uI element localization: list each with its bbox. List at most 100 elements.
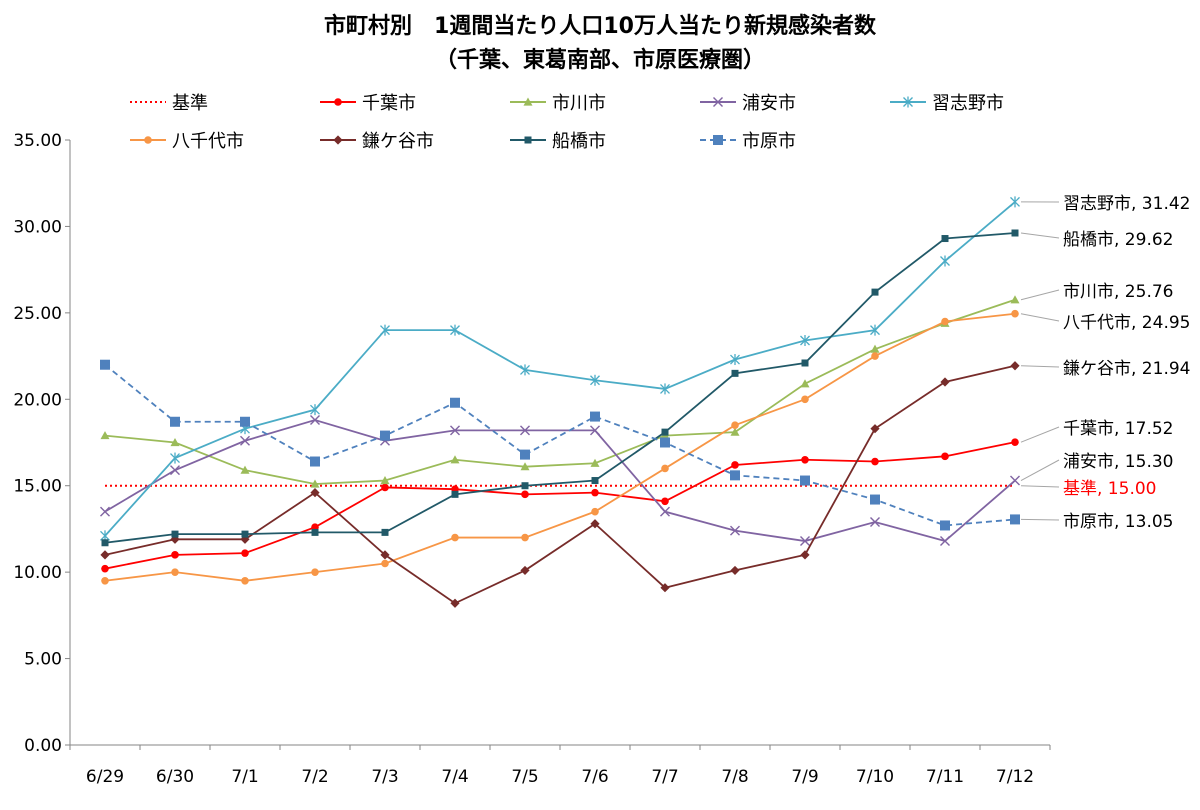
- end-label-1: 千葉市, 17.52: [1020, 419, 1173, 443]
- legend-item: 八千代市: [130, 131, 244, 152]
- legend-item: 基準: [130, 93, 208, 114]
- data-point: [311, 568, 319, 576]
- series-7: [101, 229, 1019, 547]
- data-point: [731, 421, 739, 430]
- series-line: [104, 232, 1016, 544]
- data-point: [240, 416, 250, 427]
- legend-label: 基準: [172, 93, 208, 114]
- end-label-text: 市川市, 25.76: [1063, 282, 1173, 302]
- data-point: [660, 506, 670, 517]
- series-line: [104, 201, 1016, 537]
- data-point: [730, 565, 740, 576]
- series-2: [100, 295, 1020, 488]
- end-label-6: 鎌ケ谷市, 21.94: [1020, 359, 1190, 379]
- legend-label: 鎌ケ谷市: [362, 131, 434, 152]
- x-tick-label: 7/11: [926, 767, 964, 787]
- data-point: [170, 452, 180, 464]
- series-line: [104, 312, 1016, 582]
- x-tick-label: 7/3: [371, 767, 398, 787]
- end-label-text: 鎌ケ谷市, 21.94: [1063, 359, 1190, 379]
- data-point: [521, 482, 529, 490]
- y-tick-label: 30.00: [13, 217, 62, 237]
- y-tick-label: 0.00: [24, 736, 62, 756]
- x-tick-label: 7/12: [996, 767, 1034, 787]
- legend-marker: [903, 96, 913, 108]
- chart-axes: 0.00 5.00 10.00 15.00 20.00 25.00 30.00 35.00 6/…: [13, 131, 1051, 787]
- data-point: [521, 533, 529, 542]
- data-point: [240, 435, 250, 446]
- data-point: [1011, 229, 1019, 237]
- data-point: [450, 425, 460, 436]
- chart-title-line-2: （千葉、東葛南部、市原医療圏）: [435, 47, 765, 73]
- data-point: [241, 530, 249, 538]
- data-point: [940, 255, 950, 267]
- data-point: [800, 536, 810, 547]
- data-point: [871, 352, 879, 360]
- data-point: [800, 335, 810, 347]
- data-point: [310, 456, 320, 467]
- data-point: [380, 476, 390, 485]
- leader-line: [1020, 365, 1060, 368]
- data-point: [941, 235, 949, 243]
- data-point: [450, 455, 460, 464]
- legend-label: 浦安市: [742, 93, 796, 114]
- x-tick-label: 7/6: [581, 767, 608, 787]
- data-point: [591, 477, 599, 485]
- data-point: [520, 364, 530, 376]
- data-point: [100, 359, 110, 370]
- x-tick-label: 7/9: [791, 767, 818, 787]
- data-point: [871, 288, 879, 296]
- data-point: [450, 397, 460, 408]
- data-point: [940, 377, 950, 387]
- y-tick-label: 10.00: [13, 563, 62, 583]
- data-point: [1011, 309, 1019, 318]
- data-point: [100, 506, 110, 517]
- data-point: [660, 583, 670, 593]
- data-point: [1010, 196, 1020, 208]
- data-point: [241, 576, 249, 585]
- data-point: [170, 465, 180, 476]
- data-point: [310, 479, 320, 488]
- legend-marker: [523, 97, 533, 106]
- data-point: [801, 455, 809, 464]
- series-6: [100, 361, 1020, 608]
- data-point: [381, 528, 389, 536]
- data-point: [381, 483, 389, 492]
- legend-item: 市原市: [700, 131, 796, 152]
- legend-item: 習志野市: [890, 93, 1004, 114]
- data-point: [871, 457, 879, 466]
- legend-item: 浦安市: [700, 93, 796, 114]
- x-tick-label: 7/1: [231, 767, 258, 787]
- data-point: [101, 539, 109, 547]
- chart-title-line-1: 市町村別 1週間当たり人口10万人当たり新規感染者数: [324, 13, 877, 39]
- y-tick-label: 25.00: [13, 304, 62, 324]
- series-line: [104, 364, 1016, 527]
- chart-series: [100, 196, 1020, 608]
- data-point: [171, 568, 179, 576]
- series-line: [104, 364, 1016, 605]
- x-tick-label: 6/29: [86, 767, 124, 787]
- data-point: [311, 528, 319, 536]
- leader-line: [1020, 426, 1060, 443]
- legend-label: 習志野市: [932, 93, 1004, 114]
- legend-marker: [524, 136, 532, 144]
- legend-label: 市川市: [552, 93, 606, 114]
- end-label-text: 八千代市, 24.95: [1063, 313, 1190, 333]
- end-label-text: 船橋市, 29.62: [1063, 230, 1173, 250]
- legend-item: 千葉市: [320, 93, 416, 114]
- legend-label: 千葉市: [362, 93, 416, 114]
- end-label-text: 浦安市, 15.30: [1063, 452, 1173, 472]
- series-8: [100, 359, 1020, 531]
- data-point: [870, 344, 880, 353]
- x-tick-label: 7/7: [651, 767, 678, 787]
- series-1: [101, 438, 1019, 573]
- data-point: [661, 497, 669, 506]
- x-tick-label: 7/4: [441, 767, 468, 787]
- data-point: [870, 324, 880, 336]
- leader-line: [1020, 289, 1060, 301]
- data-point: [451, 490, 459, 498]
- legend-marker: [334, 98, 342, 106]
- x-tick-label: 6/30: [156, 767, 194, 787]
- x-tick-label: 7/5: [511, 767, 538, 787]
- x-tick-label: 7/2: [301, 767, 328, 787]
